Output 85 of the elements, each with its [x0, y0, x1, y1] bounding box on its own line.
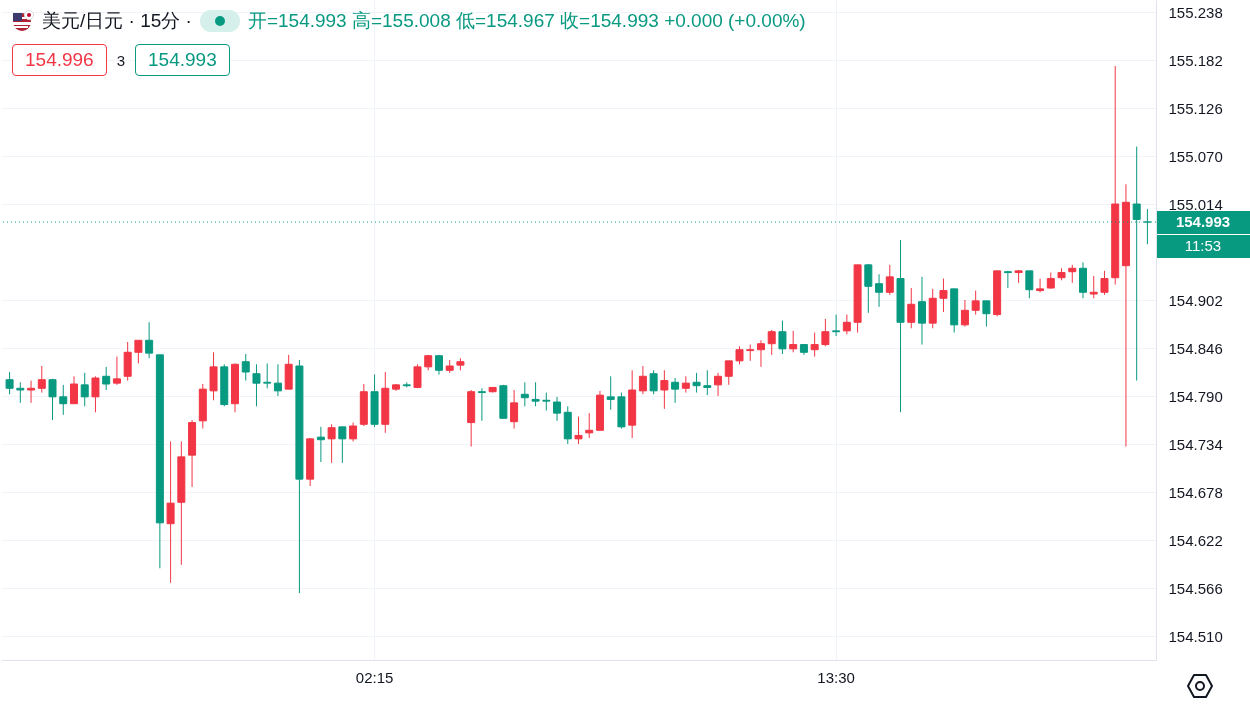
candlestick [1100, 270, 1109, 296]
candlestick [671, 377, 680, 404]
candlestick [703, 369, 712, 396]
candlestick [875, 273, 884, 308]
y-tick-label: 154.678 [1168, 483, 1223, 501]
candlestick [789, 330, 798, 353]
candlestick [37, 365, 46, 394]
candlestick [982, 300, 991, 328]
candlestick [660, 369, 669, 410]
candlestick [273, 363, 282, 397]
candlestick [102, 366, 111, 391]
candlestick [27, 380, 36, 404]
candlestick [939, 278, 948, 313]
candlestick [917, 276, 926, 346]
y-tick-label: 155.182 [1168, 51, 1223, 69]
candlestick [59, 384, 68, 416]
text: 美元/日元 · 15分 · [42, 9, 192, 33]
candlestick [606, 375, 615, 411]
y-tick-label: 155.238 [1168, 3, 1223, 21]
y-tick-label: 154.734 [1168, 435, 1223, 453]
candlestick [907, 287, 916, 329]
candlestick [209, 351, 218, 401]
candlestick [756, 339, 765, 368]
candlestick [145, 321, 154, 359]
candlestick [1025, 270, 1034, 299]
candlestick [767, 329, 776, 356]
annotation: 154.993 [135, 44, 230, 76]
candlestick [649, 369, 658, 395]
candlestick [510, 389, 519, 430]
text: 11:53 [1184, 237, 1222, 254]
y-tick-label: 154.622 [1168, 531, 1223, 549]
candlestick [80, 372, 89, 407]
candlestick [1003, 270, 1012, 289]
candlestick [5, 371, 14, 395]
candlestick [1079, 261, 1088, 299]
candlestick [842, 314, 851, 335]
candlestick [832, 314, 841, 337]
candlestick [520, 381, 529, 407]
candlestick [585, 412, 594, 439]
ref-line-label: 154.993 [1175, 213, 1231, 230]
y-tick-label: 154.846 [1168, 339, 1223, 357]
candlestick [553, 396, 562, 422]
candlestick [316, 426, 325, 463]
candlestick [263, 362, 272, 389]
candlestick [112, 356, 121, 386]
candlestick [166, 440, 175, 584]
candlestick [714, 372, 723, 397]
text: 开=154.993 高=155.008 低=154.967 收=154.993 +0.000 (+0.00%) [247, 9, 806, 33]
annotation: 3 [116, 51, 126, 69]
candlestick [16, 381, 25, 404]
candlestick [327, 423, 336, 464]
candlestick [1089, 275, 1098, 299]
y-tick-label: 155.070 [1168, 147, 1223, 165]
candlestick [778, 320, 787, 355]
candlestick [574, 416, 583, 445]
candlestick [885, 264, 894, 296]
y-tick-label: 154.902 [1168, 291, 1223, 309]
candlestick [531, 381, 540, 407]
candlestick [477, 387, 486, 422]
candlestick [960, 299, 969, 328]
candlestick [91, 375, 100, 413]
candlestick [134, 339, 143, 364]
candlestick [338, 426, 347, 464]
candlestick [69, 375, 78, 405]
annotation: 154.996 [12, 44, 107, 76]
y-tick-label: 154.790 [1168, 387, 1223, 405]
candlestick [638, 365, 647, 395]
candlestick [123, 341, 132, 382]
candlestick [692, 372, 701, 394]
candlestick [810, 332, 819, 358]
candlestick [821, 318, 830, 347]
candlestick [349, 422, 358, 442]
candlestick [724, 360, 733, 386]
candlestick [241, 353, 250, 382]
x-tick-label: 02:15 [355, 668, 394, 686]
y-tick-label: 155.126 [1168, 99, 1223, 117]
candlestick [48, 378, 57, 421]
y-tick-label: 154.510 [1168, 627, 1223, 645]
y-tick-label: 154.566 [1168, 579, 1223, 597]
candlestick [864, 263, 873, 314]
candlestick [252, 363, 261, 407]
candlestick [1036, 278, 1045, 293]
y-tick-label: 155.014 [1168, 195, 1223, 213]
x-tick-label: 13:30 [817, 668, 855, 686]
candlestick [971, 290, 980, 316]
